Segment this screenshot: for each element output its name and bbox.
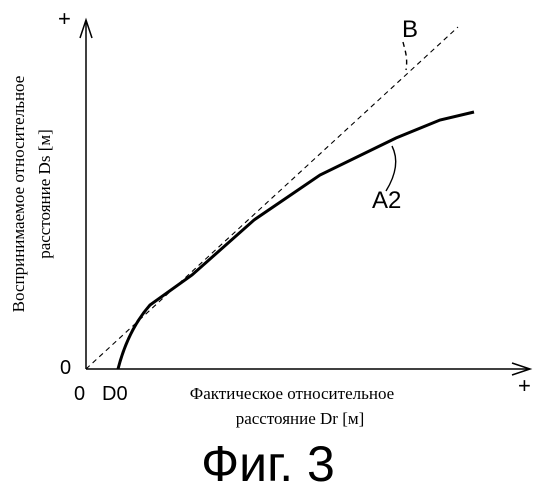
chart-plot: B A2 + + 0 0 D0 Фактическое относительно… bbox=[0, 0, 536, 440]
y-axis-label-line-1: Воспринимаемое относительное bbox=[9, 76, 28, 313]
y-tick-label-0: 0 bbox=[60, 357, 71, 379]
x-tick-label-d0: D0 bbox=[102, 383, 128, 405]
series-a2-curve bbox=[118, 112, 474, 369]
x-axis-label-line-2: расстояние Dr [м] bbox=[236, 409, 365, 428]
y-axis-plus-sign: + bbox=[58, 6, 71, 31]
x-axis-label-line-1: Фактическое относительное bbox=[190, 384, 394, 403]
series-b-leader bbox=[403, 42, 407, 70]
series-a2-leader bbox=[386, 146, 396, 191]
y-axis-label-line-2: расстояние Ds [м] bbox=[35, 129, 54, 259]
series-a2-label: A2 bbox=[372, 187, 401, 214]
x-tick-label-0: 0 bbox=[74, 383, 85, 405]
series-b-label: B bbox=[402, 16, 418, 43]
figure-caption: Фиг. 3 bbox=[0, 436, 536, 492]
x-axis-plus-sign: + bbox=[518, 373, 531, 398]
